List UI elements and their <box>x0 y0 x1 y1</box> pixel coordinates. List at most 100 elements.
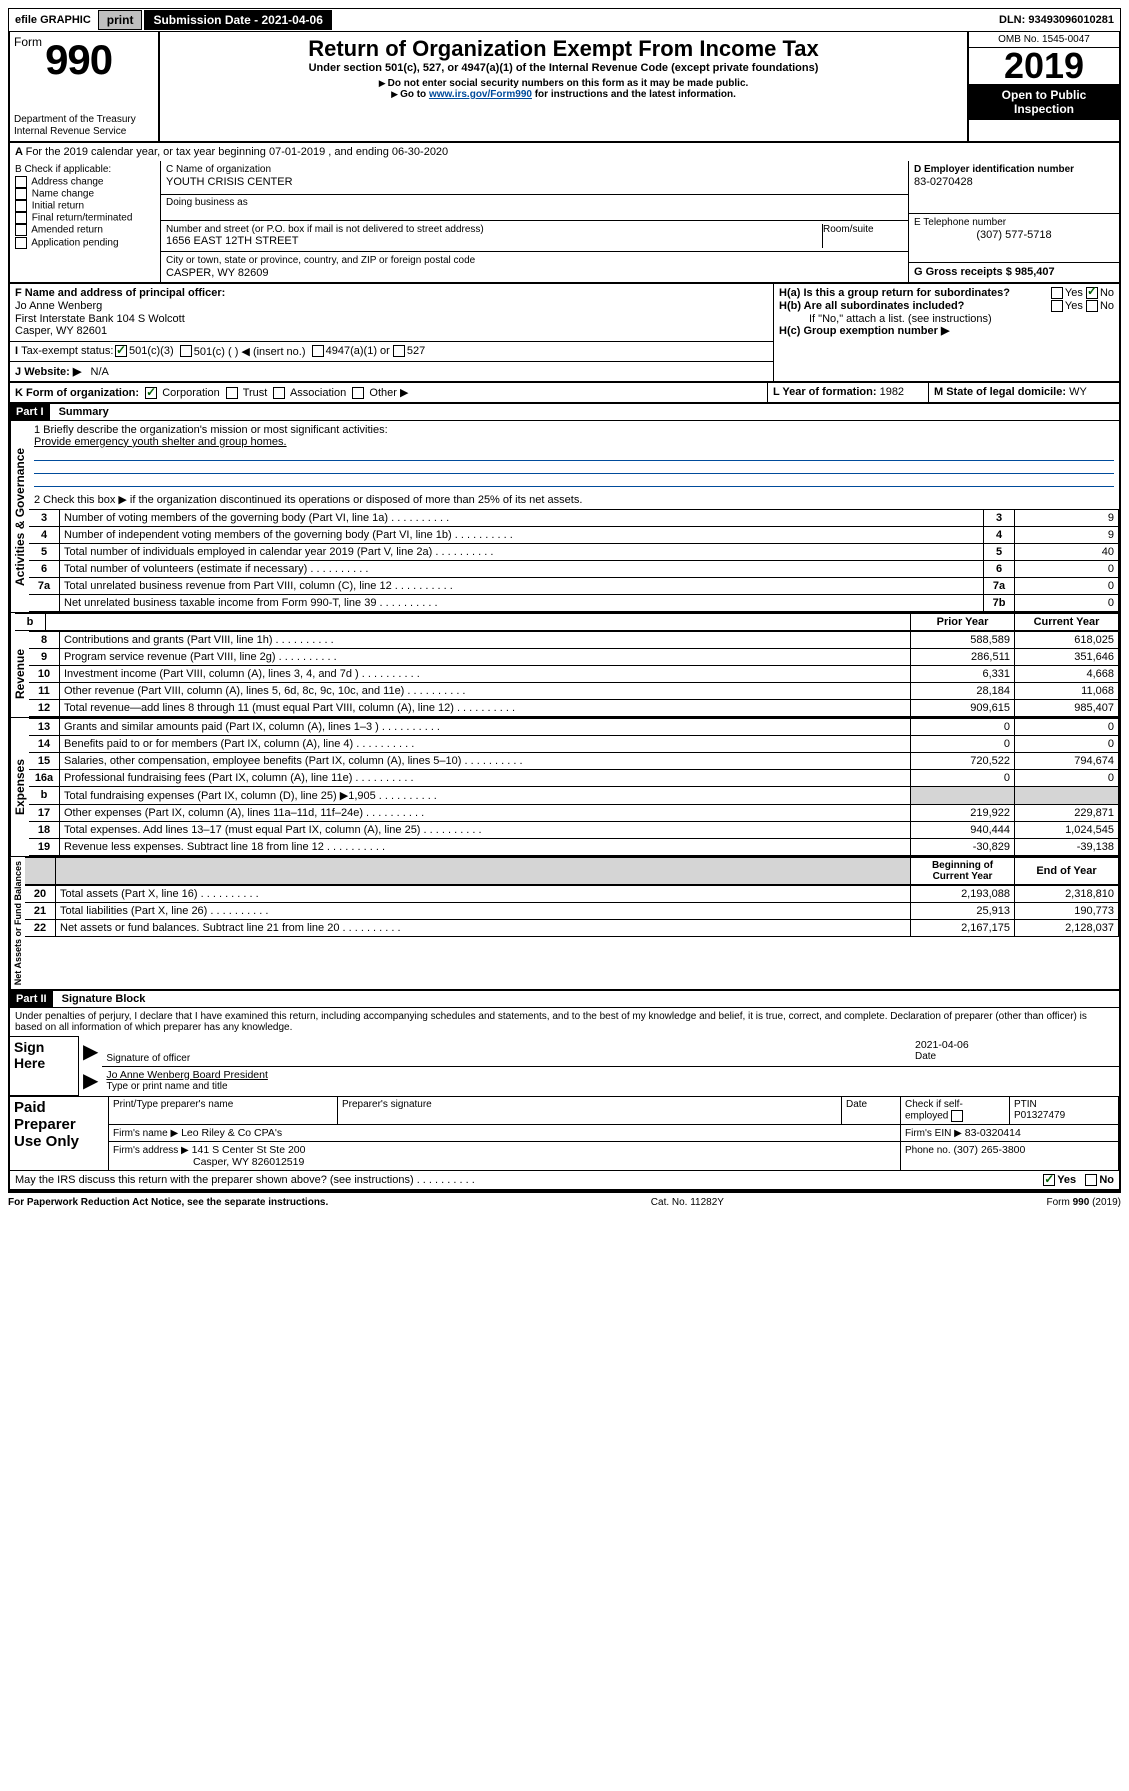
mission-text: Provide emergency youth shelter and grou… <box>34 436 1114 448</box>
box-d-label: D Employer identification number <box>914 164 1074 175</box>
501c3-checkbox[interactable] <box>115 345 127 357</box>
summary-value: 0 <box>1015 560 1119 577</box>
prior-value: 940,444 <box>911 821 1015 838</box>
form-subtitle: Under section 501(c), 527, or 4947(a)(1)… <box>168 62 959 74</box>
prior-value: 0 <box>911 769 1015 786</box>
side-expenses: Expenses <box>10 718 29 856</box>
k-other-checkbox[interactable] <box>352 387 364 399</box>
current-value: 1,024,545 <box>1015 821 1119 838</box>
summary-line: Total expenses. Add lines 13–17 (must eq… <box>60 821 911 838</box>
begin-year-hdr: Beginning of Current Year <box>911 857 1015 884</box>
prior-value: -30,829 <box>911 838 1015 855</box>
print-button[interactable]: print <box>98 10 143 30</box>
summary-line: Total revenue—add lines 8 through 11 (mu… <box>60 699 911 716</box>
note-ssn: Do not enter social security numbers on … <box>388 78 749 89</box>
box-k-label: K Form of organization: <box>15 387 139 399</box>
sig-date-label: Date <box>915 1051 1115 1062</box>
prior-value: 286,511 <box>911 648 1015 665</box>
phone-label: Phone no. <box>905 1145 951 1156</box>
501c-checkbox[interactable] <box>180 345 192 357</box>
current-value: 11,068 <box>1015 682 1119 699</box>
box-b-option-checkbox[interactable] <box>15 176 27 188</box>
ha-no-checkbox[interactable] <box>1086 287 1098 299</box>
summary-line: Other revenue (Part VIII, column (A), li… <box>60 682 911 699</box>
summary-line: Benefits paid to or for members (Part IX… <box>60 735 911 752</box>
current-value: 4,668 <box>1015 665 1119 682</box>
officer-addr1: First Interstate Bank 104 S Wolcott <box>15 313 768 326</box>
street-address: 1656 EAST 12TH STREET <box>166 235 822 248</box>
pp-name-label: Print/Type preparer's name <box>109 1096 338 1124</box>
k-trust-checkbox[interactable] <box>226 387 238 399</box>
current-value: 2,318,810 <box>1015 885 1119 902</box>
summary-value: 0 <box>1015 577 1119 594</box>
hb-no-checkbox[interactable] <box>1086 300 1098 312</box>
k-corp-checkbox[interactable] <box>145 387 157 399</box>
summary-value: 0 <box>1015 594 1119 611</box>
prior-value: 588,589 <box>911 631 1015 648</box>
current-value <box>1015 786 1119 804</box>
527-checkbox[interactable] <box>393 345 405 357</box>
current-value: 985,407 <box>1015 699 1119 716</box>
summary-value: 9 <box>1015 526 1119 543</box>
4947-checkbox[interactable] <box>312 345 324 357</box>
summary-line: Revenue less expenses. Subtract line 18 … <box>60 838 911 855</box>
firm-name-label: Firm's name ▶ <box>113 1128 178 1139</box>
summary-line: Contributions and grants (Part VIII, lin… <box>60 631 911 648</box>
prior-value <box>911 786 1015 804</box>
box-b-option-checkbox[interactable] <box>15 200 27 212</box>
prior-value: 6,331 <box>911 665 1015 682</box>
summary-line: Total number of volunteers (estimate if … <box>60 560 984 577</box>
summary-line: Net unrelated business taxable income fr… <box>60 594 984 611</box>
self-employed-checkbox[interactable] <box>951 1110 963 1122</box>
ha-label: H(a) Is this a group return for subordin… <box>779 287 1010 299</box>
end-year-hdr: End of Year <box>1015 857 1119 884</box>
box-b-option-checkbox[interactable] <box>15 224 27 236</box>
firm-ein-label: Firm's EIN ▶ <box>905 1128 962 1139</box>
hb-yes-checkbox[interactable] <box>1051 300 1063 312</box>
discuss-no-checkbox[interactable] <box>1085 1174 1097 1186</box>
summary-line: Total liabilities (Part X, line 26) <box>56 902 911 919</box>
gross-receipts: 985,407 <box>1015 266 1055 278</box>
officer-addr2: Casper, WY 82601 <box>15 325 768 338</box>
room-suite-label: Room/suite <box>822 224 903 248</box>
discuss-question: May the IRS discuss this return with the… <box>15 1174 1043 1186</box>
form-header: Form 990 Department of the Treasury Inte… <box>8 32 1121 143</box>
paid-preparer: Paid Preparer Use Only <box>10 1096 109 1170</box>
side-revenue: Revenue <box>10 631 29 717</box>
tax-year: 2019 <box>969 48 1119 84</box>
k-assoc-checkbox[interactable] <box>273 387 285 399</box>
box-g-label: G Gross receipts $ <box>914 266 1012 278</box>
box-e-label: E Telephone number <box>914 217 1114 229</box>
pp-date-label: Date <box>842 1096 901 1124</box>
form-ref: 990 <box>1073 1197 1090 1208</box>
discuss-yes-checkbox[interactable] <box>1043 1174 1055 1186</box>
box-j-label: Website: ▶ <box>24 366 81 378</box>
hb-label: H(b) Are all subordinates included? <box>779 300 964 312</box>
prior-value: 0 <box>911 735 1015 752</box>
sig-date: 2021-04-06 <box>915 1039 1115 1051</box>
current-value: 0 <box>1015 769 1119 786</box>
box-l-label: L Year of formation: <box>773 386 877 398</box>
firm-addr2: Casper, WY 826012519 <box>113 1156 304 1168</box>
box-b-option-checkbox[interactable] <box>15 188 27 200</box>
sig-officer-label: Signature of officer <box>106 1053 907 1064</box>
summary-line: Number of voting members of the governin… <box>60 509 984 526</box>
hc-label: H(c) Group exemption number ▶ <box>779 325 949 337</box>
summary-line: Investment income (Part VIII, column (A)… <box>60 665 911 682</box>
h-note: If "No," attach a list. (see instruction… <box>779 313 1114 326</box>
year-formation: 1982 <box>880 386 904 398</box>
box-b-option-checkbox[interactable] <box>15 237 27 249</box>
firm-addr-label: Firm's address ▶ <box>113 1145 189 1156</box>
summary-line: Total fundraising expenses (Part IX, col… <box>60 786 911 804</box>
prior-value: 720,522 <box>911 752 1015 769</box>
telephone: (307) 577-5718 <box>914 229 1114 242</box>
summary-line: Other expenses (Part IX, column (A), lin… <box>60 804 911 821</box>
instructions-link[interactable]: www.irs.gov/Form990 <box>429 89 532 100</box>
box-b-option-checkbox[interactable] <box>15 212 27 224</box>
dept-treasury: Department of the Treasury <box>14 114 154 126</box>
firm-phone: (307) 265-3800 <box>954 1144 1026 1156</box>
part1-title: Summary <box>53 404 115 420</box>
firm-addr1: 141 S Center St Ste 200 <box>192 1144 306 1156</box>
prior-value: 219,922 <box>911 804 1015 821</box>
ha-yes-checkbox[interactable] <box>1051 287 1063 299</box>
